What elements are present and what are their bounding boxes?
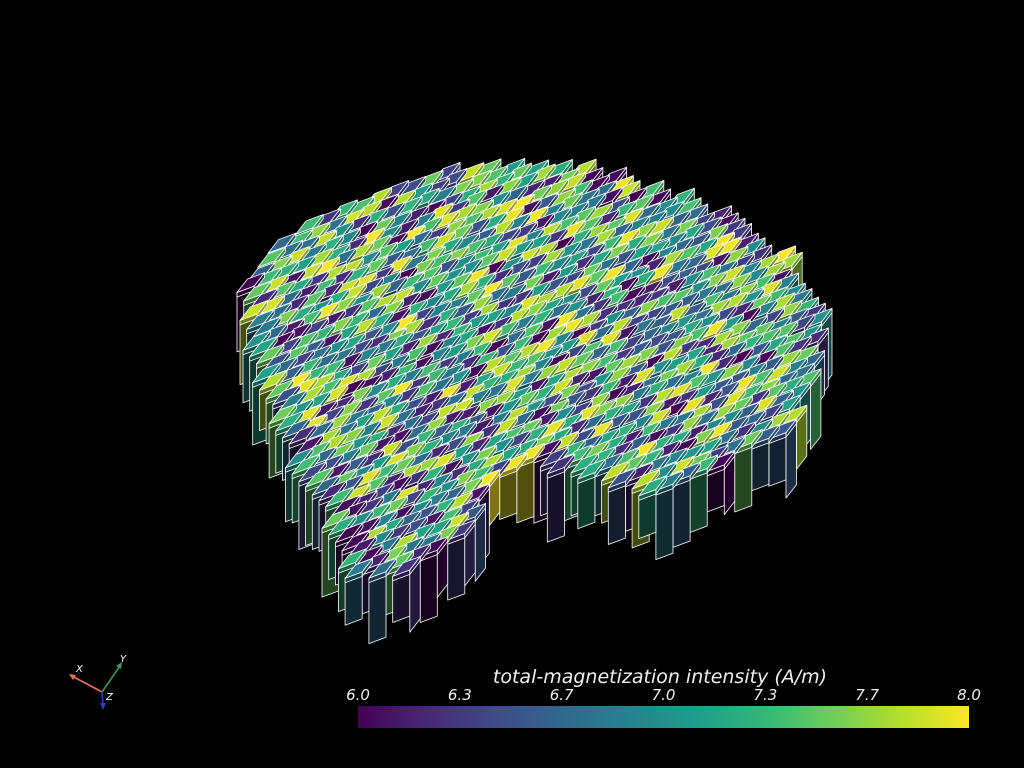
voxel-top-face (298, 461, 327, 483)
voxel-top-face (392, 556, 421, 577)
voxel-front-face (546, 466, 565, 543)
voxel-top-face (341, 530, 371, 552)
voxel-top-face (255, 343, 285, 365)
voxel-top-face (344, 558, 374, 579)
voxel-top-face (570, 452, 599, 474)
scalar-bar-tick-label: 7.0 (651, 686, 676, 704)
voxel-top-face (607, 467, 637, 489)
voxel-top-face (246, 309, 275, 330)
x-axis-arrow (71, 675, 103, 693)
voxel-top-face (243, 280, 272, 302)
voxel-front-face (368, 571, 387, 644)
y-axis-label: Y (120, 654, 127, 665)
voxel-front-face (419, 549, 438, 623)
scalar-bar-title: total-magnetization intensity (A/m) (492, 666, 828, 688)
scalar-bar-tick-label: 6.7 (549, 686, 574, 704)
y-axis-arrow (101, 665, 121, 693)
voxel-top-face (257, 247, 286, 268)
voxel-cells (236, 158, 833, 644)
voxel-front-face (655, 483, 674, 560)
voxel-top-face (268, 403, 298, 425)
scalar-bar-tick-label: 6.0 (346, 686, 370, 704)
y-axis-arrowhead (116, 662, 122, 669)
scalar-bar-tick-label: 7.3 (753, 686, 778, 704)
voxel-top-face (288, 423, 318, 445)
orientation-axes-widget: X Y Z (69, 654, 127, 710)
voxel-top-face (601, 460, 630, 482)
scalar-bar-tick-label: 7.7 (855, 686, 880, 704)
voxel-top-face (258, 369, 288, 391)
voxel-top-face (275, 410, 304, 432)
voxel-top-face (577, 458, 606, 480)
voxel-top-face (252, 362, 281, 384)
voxel-top-face (285, 447, 314, 469)
voxel-top-face (239, 300, 268, 321)
voxel-top-face (334, 522, 364, 543)
voxel-top-face (272, 384, 301, 406)
voxel-top-face (249, 336, 278, 358)
voxel-top-face (325, 486, 354, 508)
x-axis-label: X (75, 664, 84, 675)
scalar-bar-gradient (358, 706, 969, 728)
voxel-top-face (546, 453, 576, 475)
scalar-bar-tick-labels: 6.0 6.3 6.7 7.0 7.3 7.7 8.0 (346, 686, 981, 704)
scalar-bar-tick-label: 6.3 (447, 686, 472, 704)
voxel-top-face (236, 272, 265, 293)
voxel-top-face (638, 475, 667, 497)
voxel-top-face (328, 514, 357, 536)
voxel-top-face (311, 474, 341, 496)
voxel-top-face (267, 232, 297, 254)
voxel-top-face (321, 508, 350, 529)
scalar-bar: total-magnetization intensity (A/m) 6.0 6… (330, 666, 990, 736)
voxel-front-face (672, 475, 691, 548)
z-axis-arrowhead (100, 703, 106, 710)
x-axis-arrowhead (69, 674, 76, 680)
voxel-top-face (631, 468, 660, 490)
voxel-top-face (291, 453, 321, 475)
voxel-top-face (540, 446, 569, 468)
voxel-top-face (368, 557, 397, 579)
scalar-bar-tick-label: 8.0 (957, 686, 981, 704)
voxel-top-face (337, 548, 367, 570)
voxel-top-face (295, 214, 324, 235)
voxel-top-face (242, 330, 271, 351)
voxel-top-face (305, 466, 334, 488)
z-axis-label: Z (105, 692, 114, 703)
voxel-top-face (318, 480, 347, 502)
voxel-top-face (265, 379, 295, 400)
voxel-top-face (282, 417, 311, 439)
